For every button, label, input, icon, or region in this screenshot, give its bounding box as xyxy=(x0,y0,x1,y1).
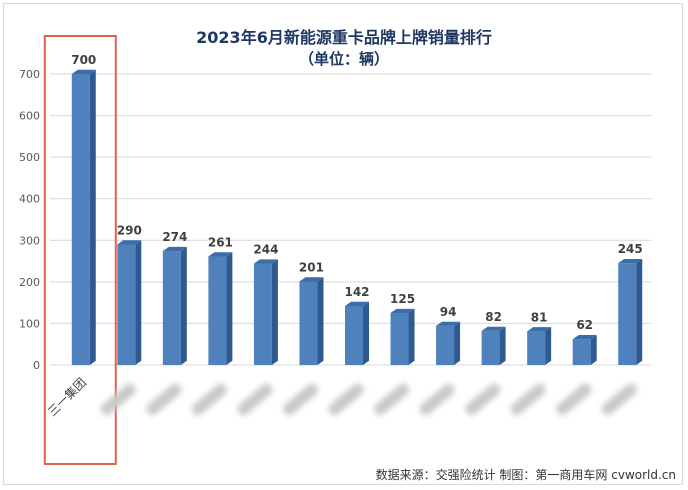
data-label: 94 xyxy=(440,305,457,319)
bar-side xyxy=(226,252,233,365)
data-source-note: 数据来源：交强险统计 制图：第一商用车网 cvworld.cn xyxy=(375,468,676,482)
bar-side xyxy=(408,308,415,365)
bar xyxy=(527,331,546,365)
chart-subtitle: （单位：辆） xyxy=(298,50,389,68)
y-tick-label: 200 xyxy=(19,276,40,289)
bar xyxy=(117,244,136,365)
data-label: 290 xyxy=(117,223,142,237)
bar-top xyxy=(436,321,461,326)
bar-side xyxy=(636,258,643,365)
bar xyxy=(481,330,500,365)
blurred-category-label xyxy=(465,383,501,415)
blurred-category-label xyxy=(601,383,637,415)
bar-side xyxy=(499,326,506,365)
bar-side xyxy=(545,327,552,365)
bar xyxy=(299,281,318,365)
y-tick-label: 0 xyxy=(33,359,40,372)
data-label: 700 xyxy=(71,53,96,67)
blurred-category-label xyxy=(191,383,227,415)
bar xyxy=(208,256,227,365)
x-tick-label: 三一集团 xyxy=(44,375,89,420)
blurred-category-label xyxy=(419,383,455,415)
blurred-category-label xyxy=(374,383,410,415)
blurred-category-label xyxy=(237,383,273,415)
blurred-category-label xyxy=(283,383,318,415)
bar-side xyxy=(317,277,324,365)
bar-top xyxy=(345,301,369,306)
data-label: 142 xyxy=(344,285,369,299)
bar-top xyxy=(481,326,506,331)
bar-side xyxy=(271,259,278,365)
blurred-category-label xyxy=(100,383,136,415)
y-tick-label: 400 xyxy=(19,193,40,206)
bar xyxy=(253,263,272,365)
bar-side xyxy=(89,69,96,366)
data-label: 244 xyxy=(253,243,278,257)
bar-top xyxy=(253,259,278,264)
bar xyxy=(572,339,591,365)
data-label: 125 xyxy=(390,292,415,306)
bar xyxy=(162,251,181,365)
data-label: 274 xyxy=(162,230,187,244)
y-tick-label: 700 xyxy=(19,68,40,81)
bar xyxy=(71,74,90,365)
bar-side xyxy=(180,246,187,365)
blurred-category-label xyxy=(146,383,182,415)
blurred-category-label xyxy=(328,383,364,415)
bar-top xyxy=(208,252,233,257)
bar xyxy=(345,305,363,365)
y-tick-label: 100 xyxy=(19,317,40,330)
data-label: 81 xyxy=(531,310,548,324)
chart-title: 2023年6月新能源重卡品牌上牌销量排行 xyxy=(196,28,492,47)
bar-side xyxy=(363,301,369,365)
bar xyxy=(436,325,455,365)
bar-top xyxy=(527,327,552,332)
bar-top xyxy=(572,335,597,340)
bar-top xyxy=(71,69,96,74)
data-label: 261 xyxy=(208,235,233,249)
y-tick-label: 500 xyxy=(19,151,40,164)
blurred-category-label xyxy=(556,383,592,415)
data-label: 62 xyxy=(576,318,593,332)
bar-top xyxy=(162,246,187,252)
bar-side xyxy=(590,335,597,365)
bar-top xyxy=(299,277,324,282)
y-tick-label: 300 xyxy=(19,234,40,247)
bar-top xyxy=(390,308,415,314)
bar-top xyxy=(117,240,142,245)
data-label: 245 xyxy=(618,242,643,256)
bar xyxy=(390,313,409,365)
y-tick-label: 600 xyxy=(19,110,40,123)
data-label: 82 xyxy=(485,310,502,324)
bar-top xyxy=(618,258,643,264)
blurred-category-label xyxy=(510,383,546,415)
data-label: 201 xyxy=(299,260,324,274)
highlight-box xyxy=(43,35,117,465)
bar-side xyxy=(135,240,142,365)
bar xyxy=(618,263,637,365)
bar-side xyxy=(454,321,461,365)
